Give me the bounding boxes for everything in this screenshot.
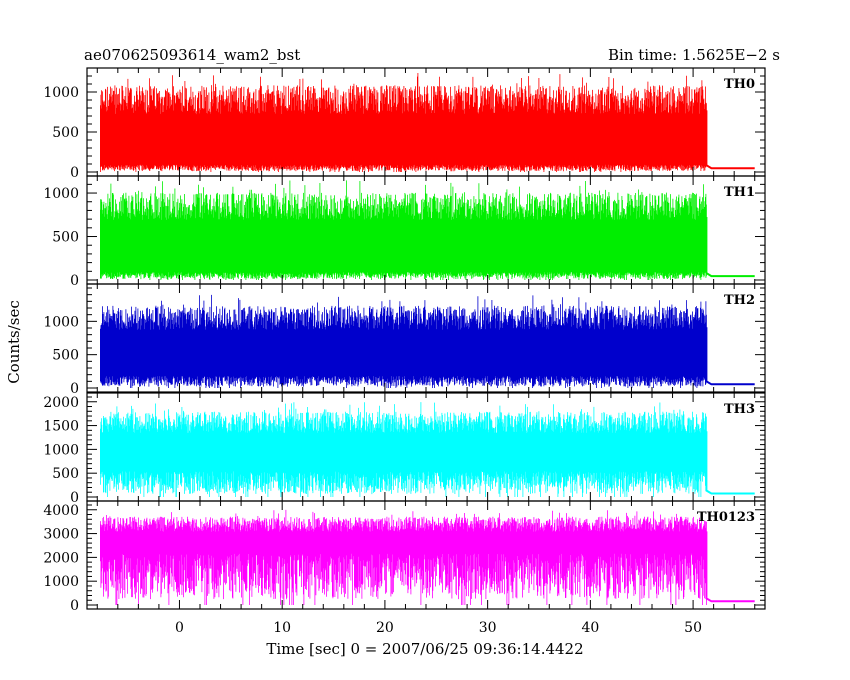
y-tick-label: 2000 <box>43 550 79 566</box>
after-burst-th1 <box>705 217 755 278</box>
panel-label-th0: TH0 <box>724 77 755 92</box>
after-burst-th2 <box>705 327 755 386</box>
x-tick-label: 40 <box>581 620 599 636</box>
after-burst-th3 <box>705 431 755 495</box>
x-axis-label: Time [sec] 0 = 2007/06/25 09:36:14.4422 <box>266 640 583 658</box>
x-tick-label: 10 <box>273 620 291 636</box>
series-th1 <box>100 180 707 280</box>
y-tick-label: 500 <box>52 230 79 246</box>
y-tick-label: 3000 <box>43 527 79 543</box>
y-tick-label: 1000 <box>43 186 79 202</box>
y-tick-label: 500 <box>52 466 79 482</box>
chart-title: ae070625093614_wam2_bst <box>84 46 300 64</box>
y-tick-label: 1000 <box>43 442 79 458</box>
series-th3 <box>100 402 707 497</box>
y-tick-label: 1000 <box>43 314 79 330</box>
y-tick-label: 0 <box>70 273 79 289</box>
panel-th3: 0 500 1000 1500 2000 TH3 <box>43 392 766 506</box>
panel-label-th2: TH2 <box>724 293 755 308</box>
y-tick-label: 0 <box>70 165 79 181</box>
series-th2 <box>100 294 707 388</box>
y-axis-label: Counts/sec <box>5 300 23 384</box>
y-tick-label: 0 <box>70 490 79 506</box>
panel-th0123: 0 1000 2000 3000 4000 TH0123 <box>43 500 766 614</box>
y-tick-label: 1000 <box>43 85 79 101</box>
panel-label-th3: TH3 <box>724 402 755 417</box>
y-tick-label: 0 <box>70 598 79 614</box>
y-tick-label: 0 <box>70 381 79 397</box>
y-tick-label: 2000 <box>43 395 79 411</box>
panel-th2: 0 500 1000 TH2 <box>43 283 766 397</box>
x-tick-label: 30 <box>479 620 497 636</box>
series-th0 <box>100 73 707 172</box>
y-tick-label: 4000 <box>43 503 79 519</box>
panel-th1: 0 500 1000 TH1 <box>43 175 766 289</box>
bin-time-label: Bin time: 1.5625E−2 s <box>608 46 780 64</box>
after-burst-th0 <box>705 110 755 170</box>
x-tick-label: 20 <box>376 620 394 636</box>
panel-label-th1: TH1 <box>724 185 755 200</box>
y-tick-label: 500 <box>52 348 79 364</box>
y-tick-label: 500 <box>52 125 79 141</box>
panel-label-th0123: TH0123 <box>697 510 755 525</box>
x-tick-label: 50 <box>684 620 702 636</box>
series-th0123 <box>100 509 707 605</box>
after-burst-th0123 <box>705 531 755 603</box>
y-tick-label: 1000 <box>43 574 79 590</box>
x-tick-label: 0 <box>175 620 184 636</box>
panel-th0: 0 500 1000 TH0 <box>43 67 766 181</box>
y-tick-label: 1500 <box>43 419 79 435</box>
